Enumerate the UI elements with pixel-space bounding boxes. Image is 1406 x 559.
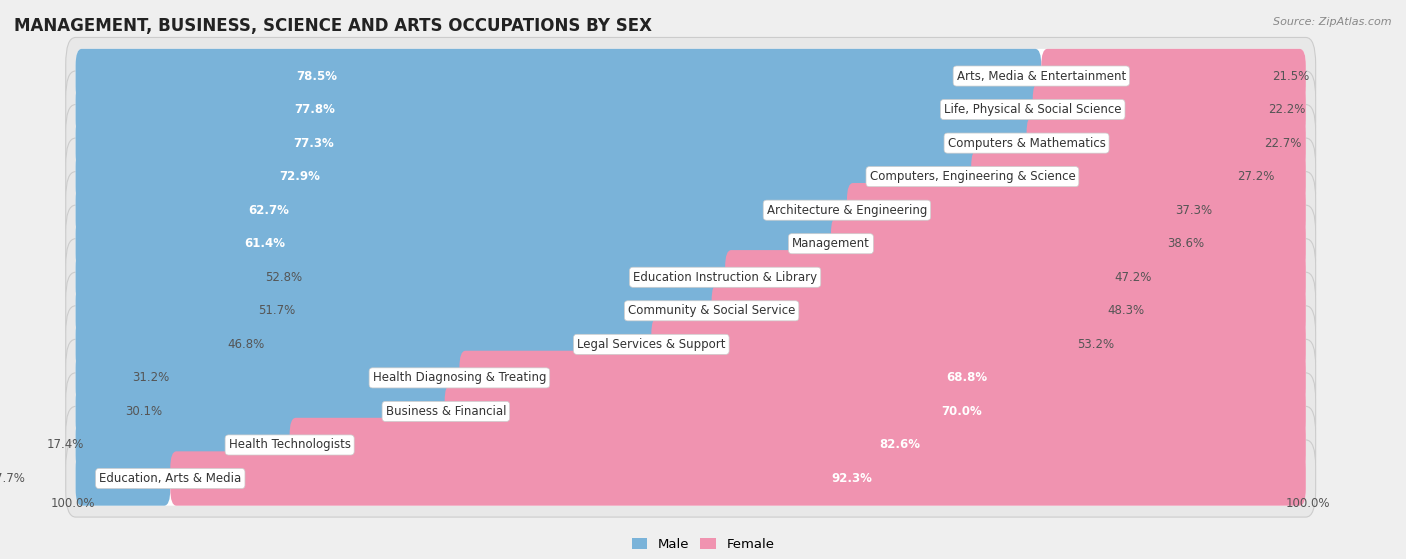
Text: 27.2%: 27.2%: [1237, 170, 1274, 183]
FancyBboxPatch shape: [76, 183, 846, 238]
Text: Arts, Media & Entertainment: Arts, Media & Entertainment: [956, 69, 1126, 83]
FancyBboxPatch shape: [76, 183, 1306, 238]
FancyBboxPatch shape: [66, 138, 1316, 215]
FancyBboxPatch shape: [66, 239, 1316, 316]
Text: 47.2%: 47.2%: [1114, 271, 1152, 284]
Text: 38.6%: 38.6%: [1167, 237, 1204, 250]
Text: 77.3%: 77.3%: [292, 136, 333, 150]
Text: 51.7%: 51.7%: [257, 304, 295, 318]
Text: Health Technologists: Health Technologists: [229, 438, 350, 452]
FancyBboxPatch shape: [66, 406, 1316, 484]
Text: 52.8%: 52.8%: [264, 271, 302, 284]
FancyBboxPatch shape: [290, 418, 1306, 472]
FancyBboxPatch shape: [66, 339, 1316, 416]
FancyBboxPatch shape: [1042, 49, 1306, 103]
Text: 21.5%: 21.5%: [1272, 69, 1309, 83]
FancyBboxPatch shape: [76, 216, 831, 271]
FancyBboxPatch shape: [66, 272, 1316, 349]
Text: 22.7%: 22.7%: [1264, 136, 1302, 150]
Text: 17.4%: 17.4%: [46, 438, 84, 452]
Text: Life, Physical & Social Science: Life, Physical & Social Science: [943, 103, 1122, 116]
FancyBboxPatch shape: [76, 418, 290, 472]
Text: Education Instruction & Library: Education Instruction & Library: [633, 271, 817, 284]
FancyBboxPatch shape: [76, 250, 725, 305]
FancyBboxPatch shape: [76, 82, 1306, 137]
Text: 100.0%: 100.0%: [1286, 497, 1330, 510]
FancyBboxPatch shape: [66, 373, 1316, 450]
FancyBboxPatch shape: [725, 250, 1306, 305]
Text: 46.8%: 46.8%: [228, 338, 264, 351]
FancyBboxPatch shape: [76, 49, 1306, 103]
FancyBboxPatch shape: [76, 451, 170, 506]
FancyBboxPatch shape: [972, 149, 1306, 204]
Legend: Male, Female: Male, Female: [626, 533, 780, 556]
FancyBboxPatch shape: [831, 216, 1306, 271]
FancyBboxPatch shape: [66, 37, 1316, 115]
FancyBboxPatch shape: [76, 82, 1032, 137]
Text: Management: Management: [792, 237, 870, 250]
FancyBboxPatch shape: [66, 172, 1316, 249]
Text: Architecture & Engineering: Architecture & Engineering: [766, 203, 927, 217]
FancyBboxPatch shape: [1026, 116, 1306, 170]
Text: Business & Financial: Business & Financial: [385, 405, 506, 418]
FancyBboxPatch shape: [76, 350, 1306, 405]
Text: Education, Arts & Media: Education, Arts & Media: [100, 472, 242, 485]
Text: 7.7%: 7.7%: [0, 472, 24, 485]
Text: 37.3%: 37.3%: [1175, 203, 1212, 217]
FancyBboxPatch shape: [444, 384, 1306, 439]
FancyBboxPatch shape: [66, 440, 1316, 517]
FancyBboxPatch shape: [76, 317, 1306, 372]
Text: Computers & Mathematics: Computers & Mathematics: [948, 136, 1105, 150]
Text: 62.7%: 62.7%: [247, 203, 288, 217]
Text: 31.2%: 31.2%: [132, 371, 169, 385]
Text: Computers, Engineering & Science: Computers, Engineering & Science: [869, 170, 1076, 183]
FancyBboxPatch shape: [66, 105, 1316, 182]
FancyBboxPatch shape: [76, 317, 651, 372]
FancyBboxPatch shape: [170, 451, 1306, 506]
Text: 61.4%: 61.4%: [243, 237, 285, 250]
FancyBboxPatch shape: [711, 283, 1306, 338]
FancyBboxPatch shape: [1032, 82, 1306, 137]
Text: 92.3%: 92.3%: [831, 472, 872, 485]
FancyBboxPatch shape: [76, 451, 1306, 506]
FancyBboxPatch shape: [66, 306, 1316, 383]
FancyBboxPatch shape: [76, 384, 1306, 439]
Text: Legal Services & Support: Legal Services & Support: [576, 338, 725, 351]
FancyBboxPatch shape: [66, 71, 1316, 148]
FancyBboxPatch shape: [76, 149, 973, 204]
FancyBboxPatch shape: [76, 283, 711, 338]
FancyBboxPatch shape: [76, 418, 1306, 472]
Text: 53.2%: 53.2%: [1077, 338, 1114, 351]
Text: 48.3%: 48.3%: [1107, 304, 1144, 318]
Text: 72.9%: 72.9%: [280, 170, 321, 183]
FancyBboxPatch shape: [76, 384, 446, 439]
FancyBboxPatch shape: [846, 183, 1306, 238]
Text: Health Diagnosing & Treating: Health Diagnosing & Treating: [373, 371, 546, 385]
Text: 22.2%: 22.2%: [1268, 103, 1305, 116]
Text: 77.8%: 77.8%: [294, 103, 335, 116]
FancyBboxPatch shape: [76, 350, 460, 405]
FancyBboxPatch shape: [460, 350, 1306, 405]
Text: 82.6%: 82.6%: [879, 438, 920, 452]
Text: MANAGEMENT, BUSINESS, SCIENCE AND ARTS OCCUPATIONS BY SEX: MANAGEMENT, BUSINESS, SCIENCE AND ARTS O…: [14, 17, 652, 35]
Text: Source: ZipAtlas.com: Source: ZipAtlas.com: [1274, 17, 1392, 27]
FancyBboxPatch shape: [76, 250, 1306, 305]
Text: 70.0%: 70.0%: [941, 405, 981, 418]
FancyBboxPatch shape: [76, 149, 1306, 204]
FancyBboxPatch shape: [76, 116, 1026, 170]
Text: 68.8%: 68.8%: [946, 371, 988, 385]
Text: 30.1%: 30.1%: [125, 405, 162, 418]
FancyBboxPatch shape: [76, 216, 1306, 271]
Text: 100.0%: 100.0%: [51, 497, 96, 510]
FancyBboxPatch shape: [76, 283, 1306, 338]
Text: 78.5%: 78.5%: [297, 69, 337, 83]
FancyBboxPatch shape: [66, 205, 1316, 282]
FancyBboxPatch shape: [76, 116, 1306, 170]
FancyBboxPatch shape: [651, 317, 1306, 372]
Text: Community & Social Service: Community & Social Service: [628, 304, 796, 318]
FancyBboxPatch shape: [76, 49, 1042, 103]
